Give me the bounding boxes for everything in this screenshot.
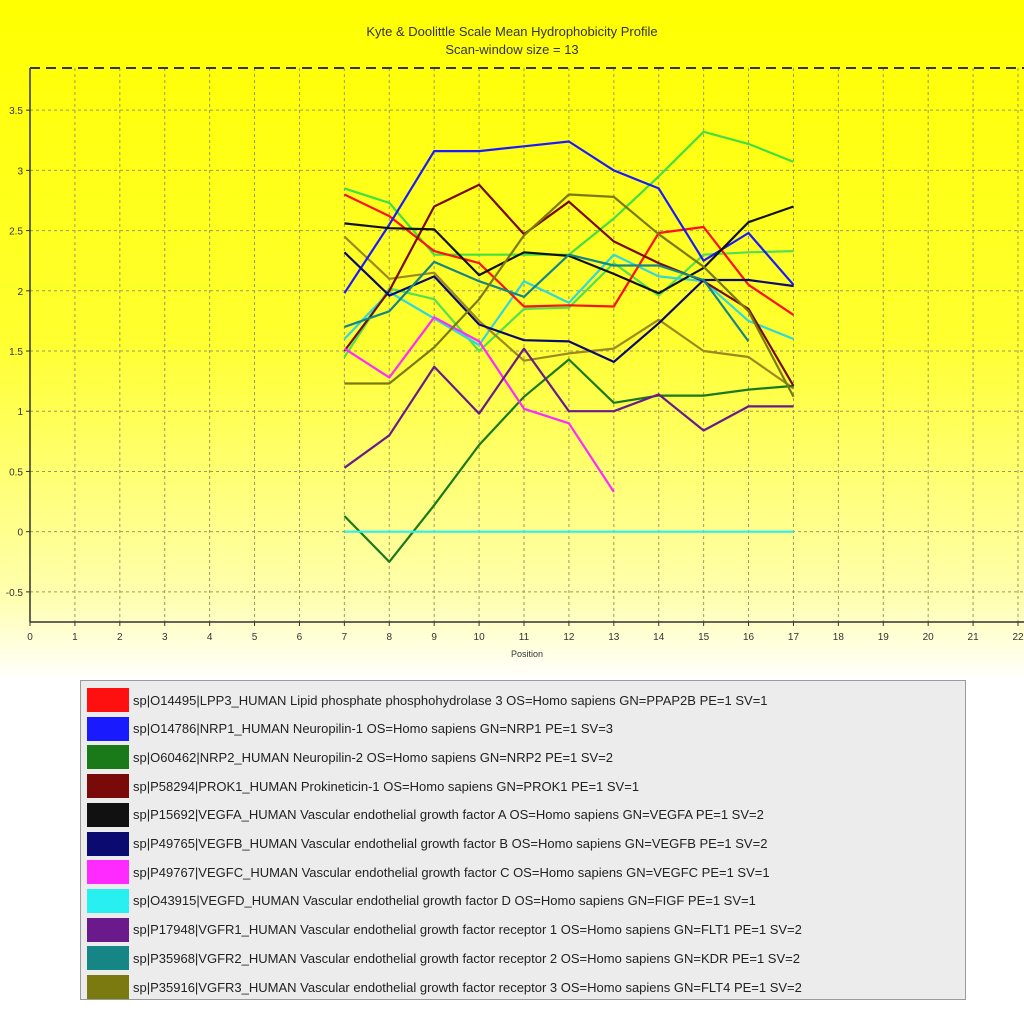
series-line-3 <box>343 183 795 387</box>
legend-swatch <box>87 745 129 770</box>
y-tick-label: -0.5 <box>6 588 24 599</box>
legend-label: sp|P35968|VGFR2_HUMAN Vascular endotheli… <box>133 950 800 966</box>
legend-label: sp|P49765|VEGFB_HUMAN Vascular endotheli… <box>133 836 768 851</box>
x-tick-label: 3 <box>162 632 168 643</box>
series-line-2 <box>343 358 794 563</box>
x-tick-label: 13 <box>608 632 620 643</box>
legend-label: sp|P35916|VGFR3_HUMAN Vascular endotheli… <box>133 979 802 995</box>
x-tick-label: 21 <box>968 632 980 643</box>
series-line-0 <box>343 193 795 316</box>
x-tick-label: 10 <box>474 632 486 643</box>
x-tick-label: 18 <box>833 632 845 643</box>
x-axis-label: Position <box>511 649 543 659</box>
legend-item: sp|P35916|VGFR3_HUMAN Vascular endotheli… <box>87 974 802 1000</box>
y-tick-label: 3.5 <box>9 106 23 117</box>
x-tick-label: 19 <box>878 632 890 643</box>
chart-title: Kyte & Doolittle Scale Mean Hydrophobici… <box>366 24 658 39</box>
y-tick-label: 3 <box>17 166 23 177</box>
legend-item: sp|P49767|VEGFC_HUMAN Vascular endotheli… <box>87 859 770 885</box>
series-line-6 <box>343 316 615 493</box>
x-tick-label: 5 <box>252 632 258 643</box>
legend: sp|O14495|LPP3_HUMAN Lipid phosphate pho… <box>80 680 966 1000</box>
y-tick-label: 0 <box>17 528 23 539</box>
legend-swatch <box>87 802 129 827</box>
legend-swatch <box>87 831 129 856</box>
series-line-extra-2 <box>343 253 794 347</box>
x-tick-label: 6 <box>297 632 303 643</box>
legend-swatch <box>87 774 129 799</box>
legend-item: sp|P17948|VGFR1_HUMAN Vascular endotheli… <box>87 917 802 943</box>
x-tick-label: 22 <box>1012 632 1024 643</box>
y-tick-label: 1.5 <box>9 347 23 358</box>
legend-label: sp|O14786|NRP1_HUMAN Neuropilin-1 OS=Hom… <box>133 721 614 737</box>
y-tick-label: 2 <box>17 287 23 298</box>
x-tick-label: 17 <box>788 632 800 643</box>
legend-item: sp|O14495|LPP3_HUMAN Lipid phosphate pho… <box>87 687 768 713</box>
x-tick-label: 9 <box>431 632 437 643</box>
x-tick-label: 14 <box>653 632 665 643</box>
legend-item: sp|O14786|NRP1_HUMAN Neuropilin-1 OS=Hom… <box>87 716 613 742</box>
legend-swatch <box>87 975 129 999</box>
x-tick-label: 4 <box>207 632 213 643</box>
legend-label: sp|P15692|VEGFA_HUMAN Vascular endotheli… <box>133 807 764 823</box>
series-line-8 <box>343 347 794 469</box>
legend-label: sp|O14495|LPP3_HUMAN Lipid phosphate pho… <box>133 692 768 708</box>
legend-swatch <box>87 860 129 885</box>
legend-swatch <box>87 888 129 913</box>
x-tick-label: 11 <box>519 632 530 643</box>
x-tick-label: 7 <box>342 632 348 643</box>
legend-label: sp|O43915|VEGFD_HUMAN Vascular endotheli… <box>133 893 756 909</box>
series-line-10 <box>344 193 795 398</box>
hydrophobicity-line-chart: -0.500.511.522.533.50 1 2 3 4 5 6 7 8 9 10 11 12 13 14… <box>6 67 1024 659</box>
x-tick-label: 15 <box>698 632 710 643</box>
legend-item: sp|O43915|VEGFD_HUMAN Vascular endotheli… <box>87 888 756 914</box>
legend-item: sp|P35968|VGFR2_HUMAN Vascular endotheli… <box>87 945 800 971</box>
y-tick-label: 1 <box>17 407 23 418</box>
x-tick-label: 20 <box>923 632 935 643</box>
x-tick-label: 8 <box>386 632 392 643</box>
series-line-9 <box>344 253 750 343</box>
x-tick-label: 16 <box>743 632 755 643</box>
legend-item: sp|P49765|VEGFB_HUMAN Vascular endotheli… <box>87 831 767 857</box>
y-tick-label: 2.5 <box>9 227 23 238</box>
legend-label: sp|P17948|VGFR1_HUMAN Vascular endotheli… <box>133 922 802 938</box>
y-tick-label: 0.5 <box>9 467 23 478</box>
legend-label: sp|P58294|PROK1_HUMAN Prokineticin-1 OS=… <box>133 778 640 794</box>
legend-label: sp|O60462|NRP2_HUMAN Neuropilin-2 OS=Hom… <box>133 749 614 765</box>
x-tick-label: 2 <box>117 632 123 643</box>
series-line-5 <box>343 251 794 363</box>
series-line-extra-3 <box>343 235 795 390</box>
legend-item: sp|P58294|PROK1_HUMAN Prokineticin-1 OS=… <box>87 773 639 799</box>
chart-panel: Kyte & Doolittle Scale Mean Hydrophobici… <box>0 0 1024 680</box>
legend-swatch <box>87 716 129 741</box>
legend-swatch <box>87 688 129 712</box>
chart-subtitle: Scan-window size = 13 <box>445 42 579 57</box>
x-tick-label: 1 <box>72 632 78 643</box>
legend-swatch <box>87 917 129 942</box>
legend-label: sp|P49767|VEGFC_HUMAN Vascular endotheli… <box>133 864 770 880</box>
legend-item: sp|O60462|NRP2_HUMAN Neuropilin-2 OS=Hom… <box>87 744 613 770</box>
legend-swatch <box>87 946 129 971</box>
legend-item: sp|P15692|VEGFA_HUMAN Vascular endotheli… <box>87 802 764 828</box>
x-tick-label: 12 <box>563 632 575 643</box>
x-tick-label: 0 <box>27 632 33 643</box>
